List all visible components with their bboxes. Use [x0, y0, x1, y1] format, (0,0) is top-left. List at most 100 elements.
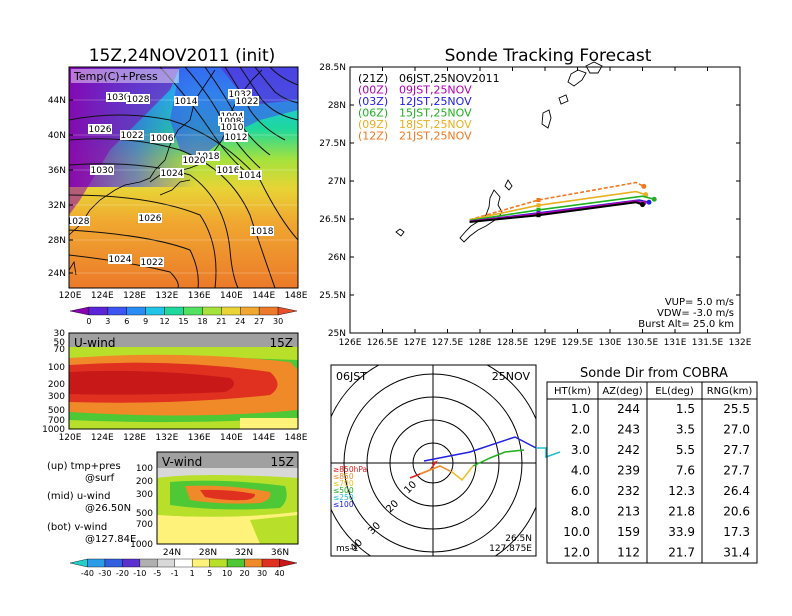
- temp-colorbar-label: 12: [159, 317, 169, 326]
- v-wind-y-tick: 100: [136, 464, 153, 474]
- track-end-marker: [641, 183, 647, 189]
- wind-colorbar-label: -5: [153, 569, 161, 578]
- level-legend-item: ≤850: [333, 472, 354, 481]
- tracking-lon-tick: 131E: [664, 338, 687, 348]
- pressure-label-bg: [90, 165, 114, 175]
- temp-colorbar-swatch: [164, 306, 184, 316]
- legend-note: @26.50N: [85, 503, 131, 514]
- tracking-legend-text: 09JST,25NOV: [399, 84, 472, 97]
- temperature-map: 1030102810141032102610221006100410221008…: [67, 67, 298, 288]
- pressure-label: 1030: [91, 166, 114, 176]
- map-lon-ticks: 120E 124E 128E 132E 136E 140E 144E 148E: [59, 291, 308, 301]
- pressure-label: 1020: [183, 156, 206, 166]
- track-line: [469, 190, 647, 221]
- pressure-label: 1026: [139, 214, 162, 224]
- pressure-label: 1030: [107, 93, 130, 103]
- pressure-label-bg: [182, 155, 206, 165]
- legend-note: (mid) u-wind: [47, 491, 110, 502]
- map-lon-tick: 132E: [155, 291, 178, 301]
- wind-colorbar-swatch: [279, 558, 298, 568]
- tracking-legend-text: 12JST,25NOV: [399, 95, 472, 108]
- temp-colorbar-label: 6: [124, 317, 129, 326]
- tracking-legend-text: 21JST,25NOV: [399, 130, 472, 143]
- temp-colorbar-swatch: [145, 306, 165, 316]
- wind-colorbar-label: 1: [190, 569, 195, 578]
- track-end-marker: [640, 202, 645, 208]
- temp-colorbar-swatch: [240, 306, 260, 316]
- table-cell: 12.3: [668, 484, 695, 498]
- pressure-labels: 1030102810141032102610221006100410221008…: [67, 89, 274, 268]
- wind-colorbar-label: 10: [222, 569, 232, 578]
- track-line: [469, 181, 645, 221]
- legend-note: (bot) v-wind: [47, 522, 107, 533]
- pressure-label: 1022: [141, 258, 164, 268]
- wind-colorbar-label: -20: [116, 569, 129, 578]
- pressure-label-bg: [220, 122, 244, 132]
- polar-time: 06JST: [336, 370, 367, 383]
- temp-colorbar-swatch: [88, 306, 109, 316]
- u-wind-y-tick: 500: [48, 406, 65, 416]
- u-wind-x-tick: 140E: [220, 433, 243, 443]
- tracking-lat-ticks: 28.5N 28N 27.5N 27N 26.5N 26N 25.5N 25N: [319, 63, 740, 339]
- temp-colorbar-label: 15: [178, 317, 188, 326]
- map-lat-tick: 32N: [48, 201, 66, 211]
- pressure-label-bg: [250, 226, 274, 236]
- table-header: EL(deg): [655, 386, 694, 397]
- table-cell: 27.0: [723, 423, 750, 437]
- v-wind-x-tick: 28N: [199, 548, 217, 558]
- temp-colorbar-label: 24: [235, 317, 245, 326]
- map-lon-tick: 144E: [252, 291, 275, 301]
- tracking-title: Sonde Tracking Forecast: [445, 46, 652, 66]
- map-frame: [68, 66, 299, 289]
- u-wind-y-tick: 30: [54, 329, 66, 339]
- u-wind-y-tick: 50: [54, 338, 66, 348]
- track-line: [469, 201, 643, 223]
- polar-units: ms-1: [336, 544, 358, 554]
- tracking-lon-tick: 130E: [599, 338, 622, 348]
- table-header: RNG(km): [707, 386, 753, 397]
- table-cell: 31.4: [723, 546, 750, 560]
- map-lon-tick: 124E: [91, 291, 114, 301]
- pressure-label: 1014: [239, 171, 262, 181]
- level-legend-item: ≤500: [333, 486, 354, 495]
- pressure-label-bg: [140, 257, 164, 267]
- wind-colorbar-swatch: [69, 558, 88, 568]
- tracking-param: Burst Alt= 25.0 km: [638, 319, 734, 330]
- tracking-legend-code: (06Z): [358, 107, 388, 120]
- pressure-label-bg: [69, 216, 90, 226]
- table-cell: 25.5: [723, 402, 750, 416]
- pressure-label-bg: [196, 151, 220, 161]
- pressure-label: 1028: [67, 217, 90, 227]
- level-legend: ≥850hPa≤850≤700≤500≤250≤100: [333, 465, 367, 509]
- tracking-param: VUP= 5.0 m/s: [665, 297, 734, 308]
- temp-colorbar-swatch: [277, 306, 298, 316]
- pressure-label: 1016: [217, 166, 240, 176]
- table-cell: 21.7: [668, 546, 695, 560]
- table-cell: 242: [617, 443, 640, 457]
- temp-colorbar-label: 9: [143, 317, 148, 326]
- temp-colorbar-label: 27: [254, 317, 264, 326]
- track-end-marker: [646, 199, 652, 205]
- tracking-legend-code: (09Z): [358, 118, 388, 131]
- table-frame: [546, 381, 758, 564]
- u-wind-x-tick: 128E: [123, 433, 146, 443]
- pressure-label: 1028: [127, 95, 150, 105]
- tracking-lat-tick: 26N: [328, 253, 346, 263]
- tracking-legend-text: 06JST,25NOV2011: [399, 72, 500, 85]
- pressure-label: 1010: [221, 123, 244, 133]
- tracking-lat-tick: 27N: [328, 177, 346, 187]
- legend-note: @127.84E: [85, 534, 136, 545]
- u-wind-x-tick: 144E: [252, 433, 275, 443]
- pressure-label: 1022: [236, 97, 259, 107]
- table-cell: 1.5: [676, 402, 695, 416]
- pressure-label-bg: [228, 89, 252, 99]
- map-lat-tick: 24N: [48, 269, 66, 279]
- table-cell: 1.0: [571, 402, 590, 416]
- tracking-lat-tick: 28N: [328, 101, 346, 111]
- tracking-lon-tick: 128E: [469, 338, 492, 348]
- temp-colorbar-swatch: [126, 306, 146, 316]
- v-wind-y-tick: 500: [136, 509, 153, 519]
